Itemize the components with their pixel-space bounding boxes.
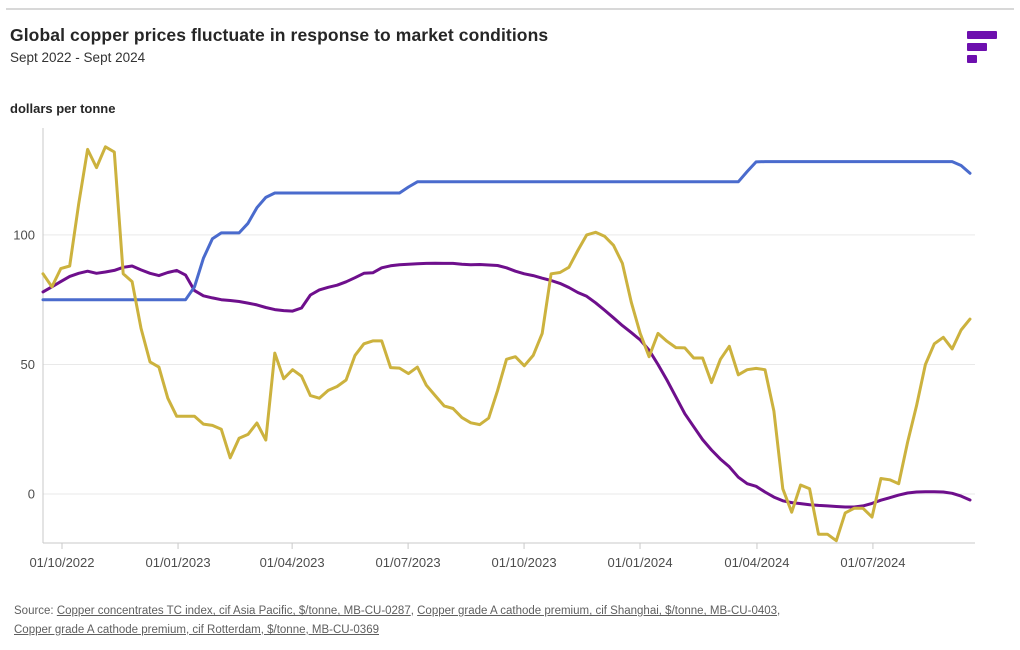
x-tick-label: 01/01/2024 xyxy=(607,555,672,570)
x-tick-label: 01/07/2023 xyxy=(376,555,441,570)
y-tick-label: 100 xyxy=(13,227,35,242)
logo-bar-top xyxy=(967,31,997,39)
fastmarkets-logo-icon xyxy=(967,31,999,67)
x-tick-label: 01/04/2024 xyxy=(724,555,789,570)
source-link-tc-index[interactable]: Copper concentrates TC index, cif Asia P… xyxy=(56,605,411,617)
top-rule xyxy=(6,8,1014,10)
x-tick-label: 01/10/2022 xyxy=(29,555,94,570)
source-comma: , xyxy=(777,605,781,617)
x-tick-label: 01/07/2024 xyxy=(840,555,905,570)
y-tick-label: 50 xyxy=(21,357,35,372)
page-subtitle: Sept 2022 - Sept 2024 xyxy=(10,50,146,65)
tc-index-line xyxy=(41,261,972,509)
source-link-rotterdam-premium[interactable]: Copper grade A cathode premium, cif Rott… xyxy=(14,623,379,636)
source-separator: , xyxy=(410,605,418,617)
y-tick-label: 0 xyxy=(28,487,35,502)
source-link-shanghai-premium[interactable]: Copper grade A cathode premium, cif Shan… xyxy=(417,605,778,617)
y-axis-unit-label: dollars per tonne xyxy=(10,101,116,116)
source-note: Source: Copper concentrates TC index, ci… xyxy=(14,602,1014,639)
chart-header: Global copper prices fluctuate in respon… xyxy=(10,25,548,65)
x-tick-label: 01/04/2023 xyxy=(260,555,325,570)
logo-bar-middle xyxy=(967,43,987,51)
logo-bar-bottom xyxy=(967,55,977,63)
source-prefix: Source: xyxy=(14,605,57,617)
page-title: Global copper prices fluctuate in respon… xyxy=(10,25,549,45)
x-tick-label: 01/01/2023 xyxy=(145,555,210,570)
rotterdam-premium-line xyxy=(41,160,972,302)
shanghai-premium-line xyxy=(41,145,972,543)
x-tick-label: 01/10/2023 xyxy=(492,555,557,570)
